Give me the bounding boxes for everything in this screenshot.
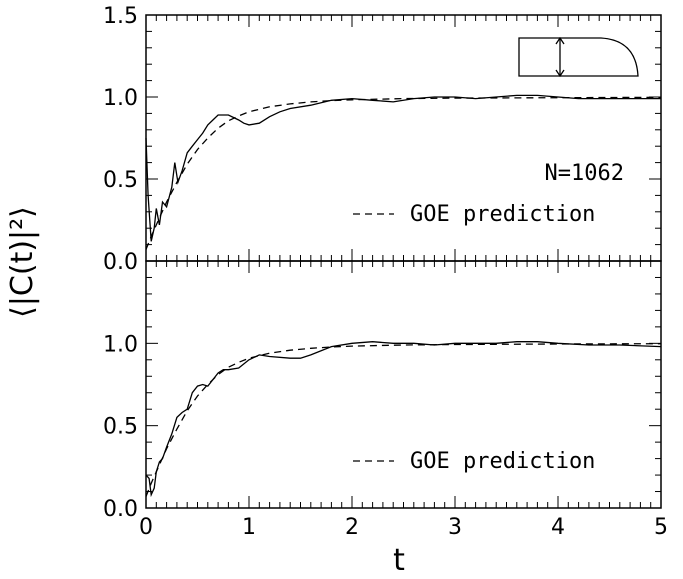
x-axis-title: t — [393, 543, 405, 574]
x-tick-label: 1 — [242, 515, 256, 540]
y-tick-label: 0.5 — [103, 168, 138, 193]
y-tick-label: 0.5 — [103, 415, 138, 440]
x-tick-label: 3 — [448, 515, 462, 540]
x-tick-label: 4 — [551, 515, 565, 540]
y-tick-label: 1.0 — [103, 86, 138, 111]
y-axis-title: ⟨|C(t)|²⟩ — [5, 206, 40, 318]
legend-bottom: GOE prediction — [353, 449, 595, 474]
data-line — [145, 94, 661, 242]
panel-top: 0.0 0.5 1.0 1.5 — [103, 4, 662, 275]
x-tick-label: 0 — [139, 515, 153, 540]
panel-bottom: 0.0 0.5 1.0 0 1 2 3 4 5 — [103, 260, 668, 540]
y-tick-label: 0.0 — [103, 250, 138, 275]
panel-annotation-n: N=1062 — [545, 161, 624, 186]
y-tick-label: 1.0 — [103, 332, 138, 357]
goe-prediction-line — [145, 96, 662, 250]
goe-prediction-line — [145, 343, 662, 497]
x-tick-label: 5 — [654, 515, 668, 540]
x-tick-label: 2 — [345, 515, 359, 540]
y-tick-label: 1.5 — [103, 4, 138, 29]
legend-label: GOE prediction — [410, 202, 595, 227]
y-tick-label: 0.0 — [103, 497, 138, 522]
legend-top: GOE prediction — [353, 202, 595, 227]
billiard-inset-icon — [518, 36, 639, 78]
legend-label: GOE prediction — [410, 449, 595, 474]
